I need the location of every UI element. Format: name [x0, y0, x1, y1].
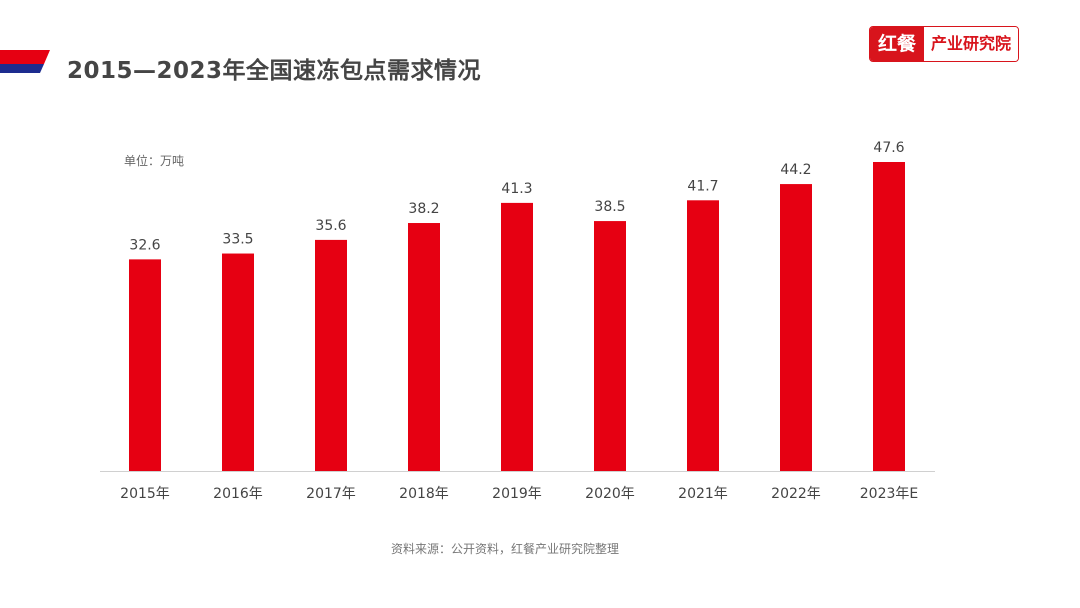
x-tick-label: 2015年: [120, 486, 170, 502]
bar: [873, 162, 905, 471]
page-title: 2015—2023年全国速冻包点需求情况: [67, 58, 482, 84]
bar: [780, 184, 812, 472]
x-tick-label: 2019年: [492, 486, 542, 502]
bar: [408, 223, 440, 471]
brand-logo: 红餐 产业研究院: [869, 26, 1020, 62]
data-label: 35.6: [315, 218, 346, 234]
data-label: 33.5: [222, 232, 253, 248]
data-label: 47.6: [873, 140, 904, 156]
source-note: 资料来源：公开资料，红餐产业研究院整理: [390, 542, 619, 556]
bar: [315, 239, 347, 471]
data-label: 32.6: [129, 237, 160, 253]
x-tick-label: 2022年: [771, 486, 821, 502]
x-tick-label: 2016年: [213, 486, 263, 502]
bar: [222, 253, 254, 471]
data-label: 38.2: [408, 201, 439, 217]
logo-part2: 产业研究院: [924, 27, 1019, 61]
bar: [129, 259, 161, 471]
x-tick-label: 2020年: [585, 486, 635, 502]
logo-part1: 红餐: [870, 27, 925, 61]
data-label: 41.7: [687, 178, 718, 194]
bar: [501, 202, 533, 471]
header-flag-decoration: [0, 50, 50, 73]
x-tick-label: 2017年: [306, 486, 356, 502]
x-tick-label: 2018年: [399, 486, 449, 502]
x-tick-label: 2021年: [678, 486, 728, 502]
data-label: 41.3: [501, 181, 532, 197]
unit-label: 单位：万吨: [124, 154, 185, 168]
data-label: 44.2: [780, 162, 811, 178]
bar: [594, 221, 626, 471]
bar: [687, 200, 719, 471]
data-label: 38.5: [594, 199, 625, 215]
x-tick-label: 2023年E: [860, 486, 918, 502]
